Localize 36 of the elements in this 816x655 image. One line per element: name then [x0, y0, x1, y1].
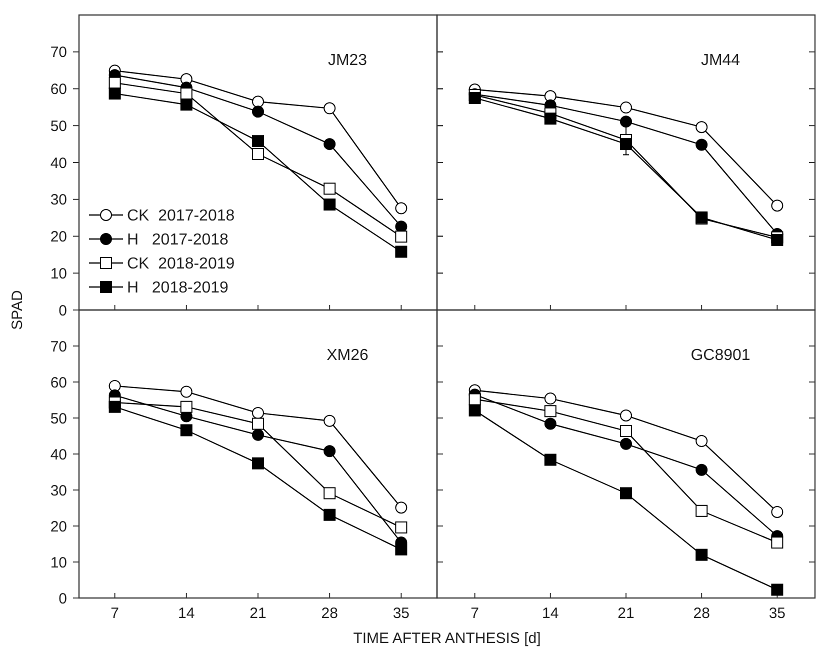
- x-tick-label: 21: [618, 605, 634, 622]
- y-tick-label: 20: [50, 228, 67, 246]
- text: XM26: [326, 347, 368, 364]
- y-tick-label: 40: [50, 446, 67, 464]
- legend-label: H 2017-2018: [127, 232, 229, 249]
- y-tick-label: 40: [50, 154, 67, 172]
- x-tick-label: 7: [110, 605, 119, 622]
- x-tick-label: 14: [542, 605, 559, 622]
- text: JM44: [700, 52, 740, 69]
- y-tick-label: 70: [50, 44, 67, 62]
- y-tick-label: 0: [58, 302, 67, 320]
- legend-label: CK 2018-2019: [127, 256, 235, 273]
- x-tick-label: 7: [470, 605, 479, 622]
- y-tick-label: 0: [58, 590, 67, 608]
- y-tick-label: 20: [50, 518, 67, 536]
- y-tick-label: 10: [50, 265, 67, 282]
- y-axis-title: SPAD: [9, 290, 26, 330]
- y-tick-label: 30: [50, 192, 67, 209]
- text: GC8901: [690, 347, 750, 364]
- x-tick-label: 35: [392, 605, 410, 622]
- x-tick-label: 35: [768, 605, 786, 622]
- x-tick-label: 28: [321, 605, 338, 622]
- x-axis-title: TIME AFTER ANTHESIS [d]: [353, 630, 541, 647]
- x-tick-label: 28: [693, 605, 710, 622]
- y-tick-label: 10: [50, 554, 67, 572]
- text: JM23: [328, 52, 368, 69]
- x-tick-label: 21: [250, 605, 266, 622]
- y-tick-label: 50: [50, 118, 67, 135]
- legend-label: H 2018-2019: [127, 280, 229, 297]
- y-tick-label: 60: [50, 81, 67, 98]
- y-tick-label: 30: [50, 482, 67, 500]
- x-tick-label: 14: [178, 605, 195, 622]
- y-tick-label: 70: [50, 338, 67, 356]
- y-tick-label: 60: [50, 374, 67, 392]
- y-tick-label: 50: [50, 410, 67, 428]
- legend-label: CK 2017-2018: [127, 208, 235, 225]
